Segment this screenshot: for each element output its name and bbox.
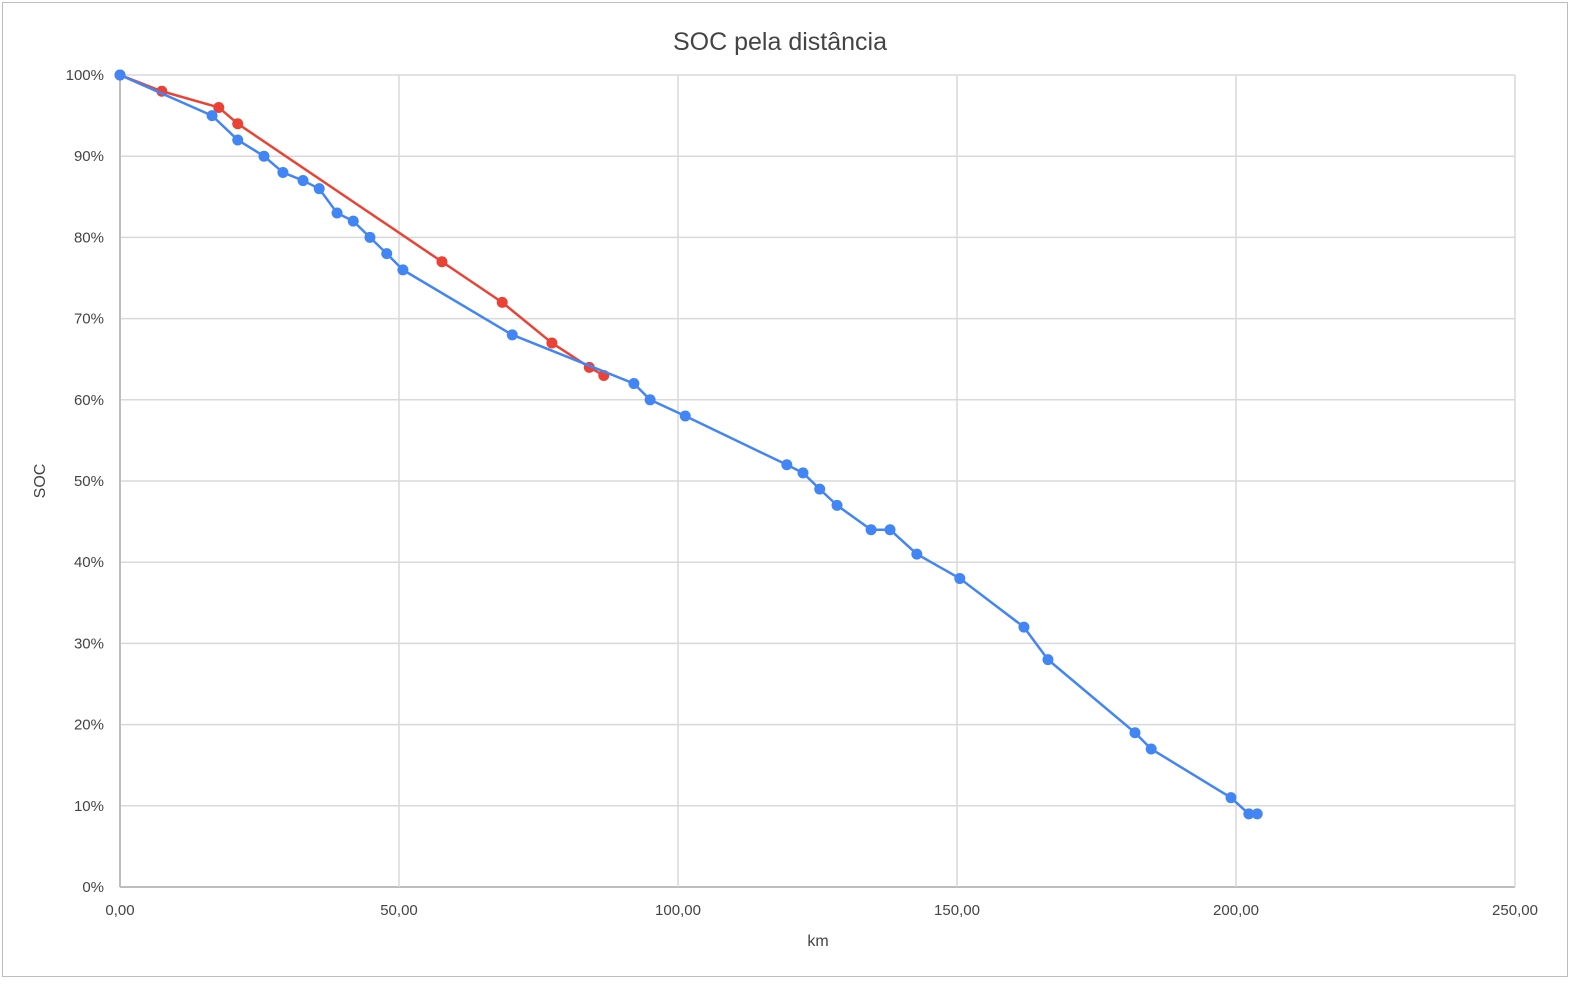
data-point-blue — [347, 215, 359, 227]
data-point-blue — [313, 183, 325, 195]
x-tick-label: 200,00 — [1213, 902, 1259, 919]
data-point-blue — [1251, 808, 1263, 820]
y-axis-label: SOC — [32, 464, 49, 499]
data-point-blue — [114, 69, 126, 81]
series-line-red — [119, 73, 605, 377]
series-blue — [114, 69, 1263, 820]
data-point-blue — [297, 175, 309, 187]
y-tick-label: 60% — [74, 392, 104, 409]
data-point-blue — [1243, 808, 1255, 820]
data-point-blue — [1225, 792, 1237, 804]
y-tick-label: 100% — [66, 67, 104, 84]
y-tick-label: 50% — [74, 473, 104, 490]
data-point-blue — [258, 150, 270, 162]
y-tick-label: 90% — [74, 148, 104, 165]
x-tick-label: 0,00 — [105, 902, 134, 919]
data-point-blue — [1042, 654, 1054, 666]
data-point-blue — [954, 572, 966, 584]
x-tick-label: 250,00 — [1492, 902, 1538, 919]
x-axis-label: km — [807, 933, 828, 950]
data-point-blue — [331, 207, 343, 219]
y-tick-label: 40% — [74, 554, 104, 571]
data-point-blue — [884, 524, 896, 536]
y-tick-label: 30% — [74, 635, 104, 652]
y-tick-label: 70% — [74, 311, 104, 328]
data-point-blue — [781, 459, 793, 471]
data-point-blue — [797, 467, 809, 479]
data-point-blue — [865, 524, 877, 536]
chart-area — [2, 2, 1568, 977]
data-point-blue — [397, 264, 409, 276]
data-point-blue — [1129, 727, 1141, 739]
data-point-blue — [1145, 743, 1157, 755]
x-tick-label: 50,00 — [380, 902, 418, 919]
x-tick-label: 150,00 — [934, 902, 980, 919]
data-point-blue — [506, 329, 518, 341]
y-tick-label: 80% — [74, 229, 104, 246]
data-point-red — [232, 118, 244, 130]
data-point-blue — [277, 166, 289, 178]
data-point-blue — [628, 378, 640, 390]
data-point-blue — [831, 499, 843, 511]
data-point-red — [213, 101, 225, 113]
data-point-blue — [364, 231, 376, 243]
series-line-blue — [119, 73, 1258, 816]
data-point-red — [546, 337, 558, 349]
y-tick-label: 20% — [74, 717, 104, 734]
data-point-blue — [911, 548, 923, 560]
y-tick-label: 10% — [74, 798, 104, 815]
data-point-red — [436, 256, 448, 268]
series-red — [114, 69, 610, 381]
data-point-blue — [206, 110, 218, 122]
y-tick-label: 0% — [82, 879, 104, 896]
data-point-blue — [232, 134, 244, 146]
data-point-red — [496, 296, 508, 308]
data-point-blue — [814, 483, 826, 495]
x-tick-label: 100,00 — [655, 902, 701, 919]
data-point-blue — [644, 394, 656, 406]
data-point-blue — [381, 248, 393, 260]
data-point-blue — [1018, 621, 1030, 633]
data-point-blue — [679, 410, 691, 422]
chart-title: SOC pela distância — [673, 28, 887, 56]
